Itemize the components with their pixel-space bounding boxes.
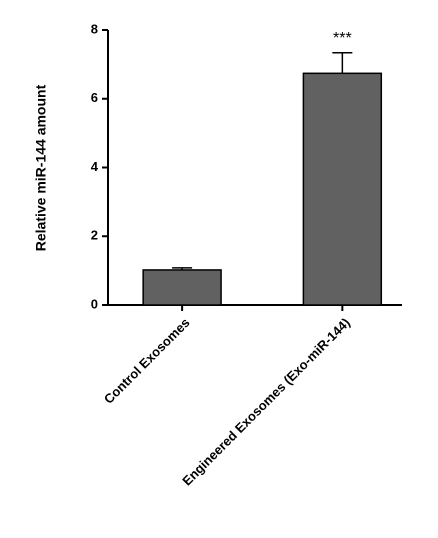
error-bar	[172, 267, 193, 270]
significance-label: ***	[333, 30, 352, 47]
y-tick-label: 8	[91, 21, 98, 36]
y-tick-label: 6	[91, 90, 98, 105]
y-tick-label: 0	[91, 296, 98, 311]
x-tick-label: Control Exosomes	[101, 315, 193, 407]
error-bar	[332, 51, 353, 74]
bar	[302, 72, 383, 306]
bar	[142, 269, 222, 306]
y-axis-label: Relative miR-144 amount	[33, 84, 49, 251]
y-tick-label: 4	[91, 159, 99, 174]
y-tick-label: 2	[91, 228, 98, 243]
x-tick-label: Engineered Exosomes (Exo-miR-144)	[179, 315, 353, 489]
